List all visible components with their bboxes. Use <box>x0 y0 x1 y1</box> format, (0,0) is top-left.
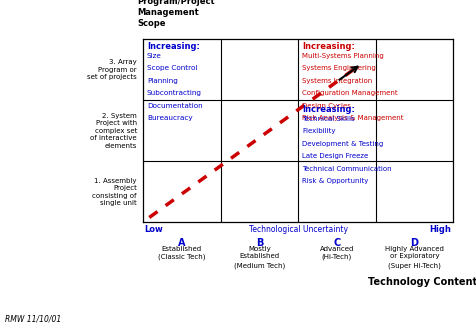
Text: Risk & Opportunity: Risk & Opportunity <box>301 178 367 184</box>
Text: Documentation: Documentation <box>147 103 202 109</box>
Text: Planning: Planning <box>147 78 178 84</box>
Text: Low: Low <box>144 225 163 234</box>
Text: Multi-Systems Planning: Multi-Systems Planning <box>301 53 383 59</box>
Text: Development & Testing: Development & Testing <box>301 141 382 146</box>
Text: Design Cycles: Design Cycles <box>301 103 350 109</box>
Text: B: B <box>255 238 262 248</box>
Text: RMW 11/10/01: RMW 11/10/01 <box>5 315 61 324</box>
Text: 3. Array
Program or
set of projects: 3. Array Program or set of projects <box>87 59 137 80</box>
Text: Configuration Management: Configuration Management <box>301 90 397 96</box>
Text: Late Design Freeze: Late Design Freeze <box>301 153 367 159</box>
Text: Highly Advanced
or Exploratory: Highly Advanced or Exploratory <box>384 246 443 259</box>
Text: D: D <box>409 238 417 248</box>
Text: Subcontracting: Subcontracting <box>147 90 201 96</box>
Text: High: High <box>428 225 450 234</box>
Text: Flexibility: Flexibility <box>301 128 335 134</box>
Text: (Medium Tech): (Medium Tech) <box>233 262 284 268</box>
Text: Mostly
Established: Mostly Established <box>239 246 279 259</box>
Text: Program/Project
Management
Scope: Program/Project Management Scope <box>137 0 214 28</box>
Text: (Super Hi-Tech): (Super Hi-Tech) <box>387 262 440 268</box>
Text: Systems Integration: Systems Integration <box>301 78 371 84</box>
Text: (Hi-Tech): (Hi-Tech) <box>321 254 351 260</box>
Text: C: C <box>333 238 340 248</box>
Text: Technical Communication: Technical Communication <box>301 165 391 172</box>
Text: Risk Analysis & Management: Risk Analysis & Management <box>301 115 403 121</box>
Text: Established: Established <box>161 246 201 251</box>
Text: 1. Assembly
Project
consisting of
single unit: 1. Assembly Project consisting of single… <box>92 178 137 206</box>
Text: Technological Uncertainty: Technological Uncertainty <box>248 225 347 234</box>
Text: Technology Content: Technology Content <box>367 277 476 287</box>
Text: Advanced: Advanced <box>319 246 353 251</box>
Text: Technical Skills: Technical Skills <box>301 115 354 122</box>
Text: 2. System
Project with
complex set
of interactive
elements: 2. System Project with complex set of in… <box>90 113 137 149</box>
Text: Increasing:: Increasing: <box>147 42 199 51</box>
Text: A: A <box>178 238 185 248</box>
Text: Increasing:: Increasing: <box>301 42 354 51</box>
Text: Scope Control: Scope Control <box>147 65 197 71</box>
Text: Systems Engineering: Systems Engineering <box>301 65 375 71</box>
Text: (Classic Tech): (Classic Tech) <box>158 254 205 260</box>
Text: Bureaucracy: Bureaucracy <box>147 115 192 121</box>
Text: Size: Size <box>147 53 161 59</box>
Text: Increasing:: Increasing: <box>301 105 354 114</box>
